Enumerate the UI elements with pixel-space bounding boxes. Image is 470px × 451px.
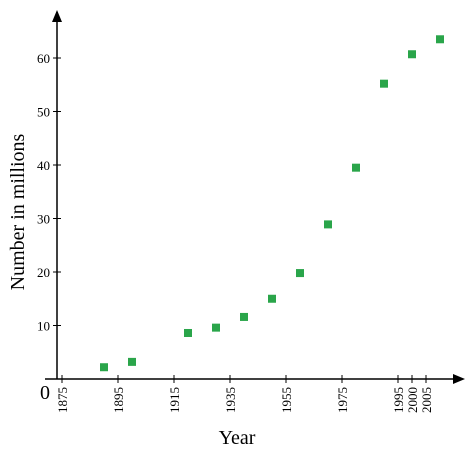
x-tick-label: 2005 bbox=[419, 387, 434, 413]
origin-label: 0 bbox=[40, 382, 50, 404]
data-point bbox=[436, 35, 444, 44]
y-tick-label: 10 bbox=[37, 319, 50, 334]
data-point bbox=[212, 323, 220, 332]
data-point bbox=[324, 220, 332, 229]
x-tick-label: 1975 bbox=[335, 387, 350, 413]
y-tick-label: 50 bbox=[37, 105, 50, 120]
x-tick-label: 1935 bbox=[223, 387, 238, 413]
x-tick-label: 1955 bbox=[279, 387, 294, 413]
x-tick-label: 2000 bbox=[405, 387, 420, 413]
data-point bbox=[380, 79, 388, 88]
x-tick-label: 1995 bbox=[391, 387, 406, 413]
data-point bbox=[268, 294, 276, 303]
x-tick-label: 1895 bbox=[111, 387, 126, 413]
y-tick-label: 40 bbox=[37, 158, 50, 173]
y-axis-arrowhead bbox=[52, 10, 62, 22]
y-tick-label: 60 bbox=[37, 51, 50, 66]
data-point bbox=[352, 163, 360, 172]
x-tick-label: 1915 bbox=[167, 387, 182, 413]
x-tick-label: 1875 bbox=[55, 387, 70, 413]
y-tick-label: 30 bbox=[37, 212, 50, 227]
data-point bbox=[128, 357, 136, 366]
y-axis-title: Number in millions bbox=[7, 133, 29, 290]
ticks-layer: 10 20 30 40 50 60 1875 1895 1915 1935 1955 1975 1995… bbox=[37, 51, 434, 413]
data-point bbox=[296, 269, 304, 278]
data-point bbox=[240, 312, 248, 321]
data-point bbox=[184, 328, 192, 337]
x-axis-arrowhead bbox=[453, 374, 465, 384]
data-point bbox=[100, 363, 108, 372]
data-point bbox=[408, 50, 416, 59]
points-layer bbox=[100, 35, 444, 372]
y-tick-label: 20 bbox=[37, 265, 50, 280]
x-axis-title: Year bbox=[219, 427, 256, 449]
